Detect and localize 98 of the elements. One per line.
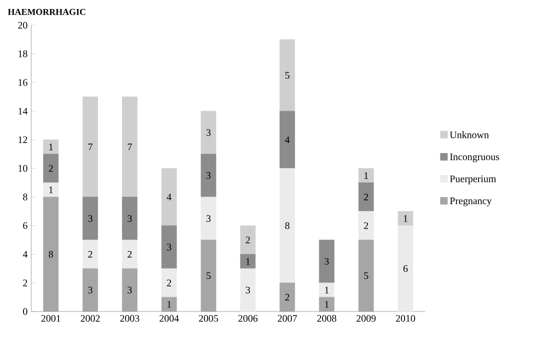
data-label: 2 (364, 222, 368, 229)
data-label: 3 (128, 215, 132, 222)
data-label: 2 (246, 236, 250, 244)
legend-label: Unknown (450, 131, 489, 138)
bar (398, 225, 414, 312)
bar (122, 240, 138, 269)
bar (43, 196, 59, 312)
data-label: 2 (48, 165, 53, 172)
data-label: 1 (404, 215, 408, 222)
data-label: 3 (88, 215, 92, 222)
legend-label: Incongruous (450, 154, 500, 162)
y-tick-label: 0 (23, 308, 28, 315)
y-tick-label: 20 (18, 22, 28, 29)
bar (161, 168, 177, 226)
data-label: 1 (325, 286, 329, 294)
legend-label: Pregnancy (450, 198, 492, 206)
bar (200, 196, 216, 240)
bar (319, 296, 334, 312)
y-tick-label: 6 (23, 222, 28, 229)
y-tick-label: 16 (18, 79, 28, 86)
data-label: 1 (364, 172, 368, 179)
x-tick-label: 2005 (198, 315, 218, 322)
x-tick-label: 2001 (41, 315, 60, 322)
bar (200, 240, 216, 312)
bar (240, 268, 256, 312)
y-tick-label: 4 (22, 250, 28, 258)
bar (43, 154, 59, 183)
bar (280, 110, 295, 169)
y-tick-label: 18 (18, 50, 28, 58)
data-label: 5 (285, 72, 290, 79)
bar (82, 96, 98, 198)
bar (240, 254, 256, 269)
bar (240, 225, 256, 254)
y-tick-label: 10 (18, 164, 28, 172)
data-label: 4 (284, 136, 290, 144)
bar (82, 196, 98, 240)
data-label: 3 (246, 286, 250, 294)
bar (43, 182, 59, 198)
data-label: 7 (88, 144, 92, 150)
bar (319, 282, 334, 298)
data-label: 4 (166, 194, 172, 200)
bar (122, 268, 138, 312)
y-tick-label: 2 (23, 280, 28, 286)
data-label: 2 (167, 280, 172, 286)
bar (43, 140, 59, 154)
y-tick-label: 8 (23, 194, 28, 200)
bar (161, 296, 177, 312)
bar (358, 240, 374, 312)
bar (122, 196, 138, 240)
bar (200, 110, 216, 154)
bar (280, 39, 295, 112)
x-tick-label: 2004 (160, 315, 179, 322)
bar (200, 154, 216, 198)
data-label: 3 (167, 244, 172, 250)
data-label: 8 (48, 250, 54, 258)
bar (280, 282, 295, 312)
y-tick-label: 14 (18, 108, 28, 114)
data-label: 3 (206, 129, 211, 136)
bar (358, 182, 374, 212)
data-label: 3 (324, 258, 329, 265)
chart-title: HAEMORRHAGIC (8, 8, 86, 15)
bar (82, 268, 98, 312)
bar (398, 211, 414, 226)
data-label: 2 (364, 194, 368, 200)
x-tick-label: 2009 (356, 315, 376, 322)
data-label: 8 (285, 222, 290, 229)
bar (319, 240, 334, 284)
x-tick-label: 2002 (80, 315, 100, 322)
x-tick-label: 2008 (317, 315, 336, 322)
data-label: 1 (167, 301, 171, 308)
y-tick-label: 12 (18, 136, 28, 144)
x-tick-label: 2010 (396, 315, 416, 322)
legend-label: Puerperium (450, 175, 496, 184)
data-label: 2 (128, 250, 132, 258)
data-label: 3 (88, 286, 92, 294)
data-label: 7 (128, 144, 132, 150)
bar (82, 240, 98, 269)
data-label: 1 (49, 186, 53, 194)
x-tick-label: 2007 (278, 315, 297, 322)
data-label: 2 (88, 250, 92, 258)
data-label: 2 (285, 294, 290, 300)
bar (358, 211, 374, 240)
data-label: 3 (206, 215, 211, 222)
data-label: 3 (206, 172, 211, 179)
data-label: 3 (128, 286, 132, 294)
data-label: 1 (49, 144, 53, 150)
bar (161, 225, 177, 269)
bar (122, 96, 138, 198)
x-tick-label: 2006 (238, 315, 258, 322)
data-label: 1 (246, 258, 250, 265)
x-tick-label: 2003 (120, 315, 140, 322)
bar (280, 168, 295, 284)
data-label: 5 (206, 272, 211, 280)
data-label: 5 (364, 272, 368, 280)
bar (358, 168, 374, 183)
data-label: 6 (403, 265, 408, 272)
bar (161, 268, 177, 298)
data-label: 1 (325, 301, 329, 308)
